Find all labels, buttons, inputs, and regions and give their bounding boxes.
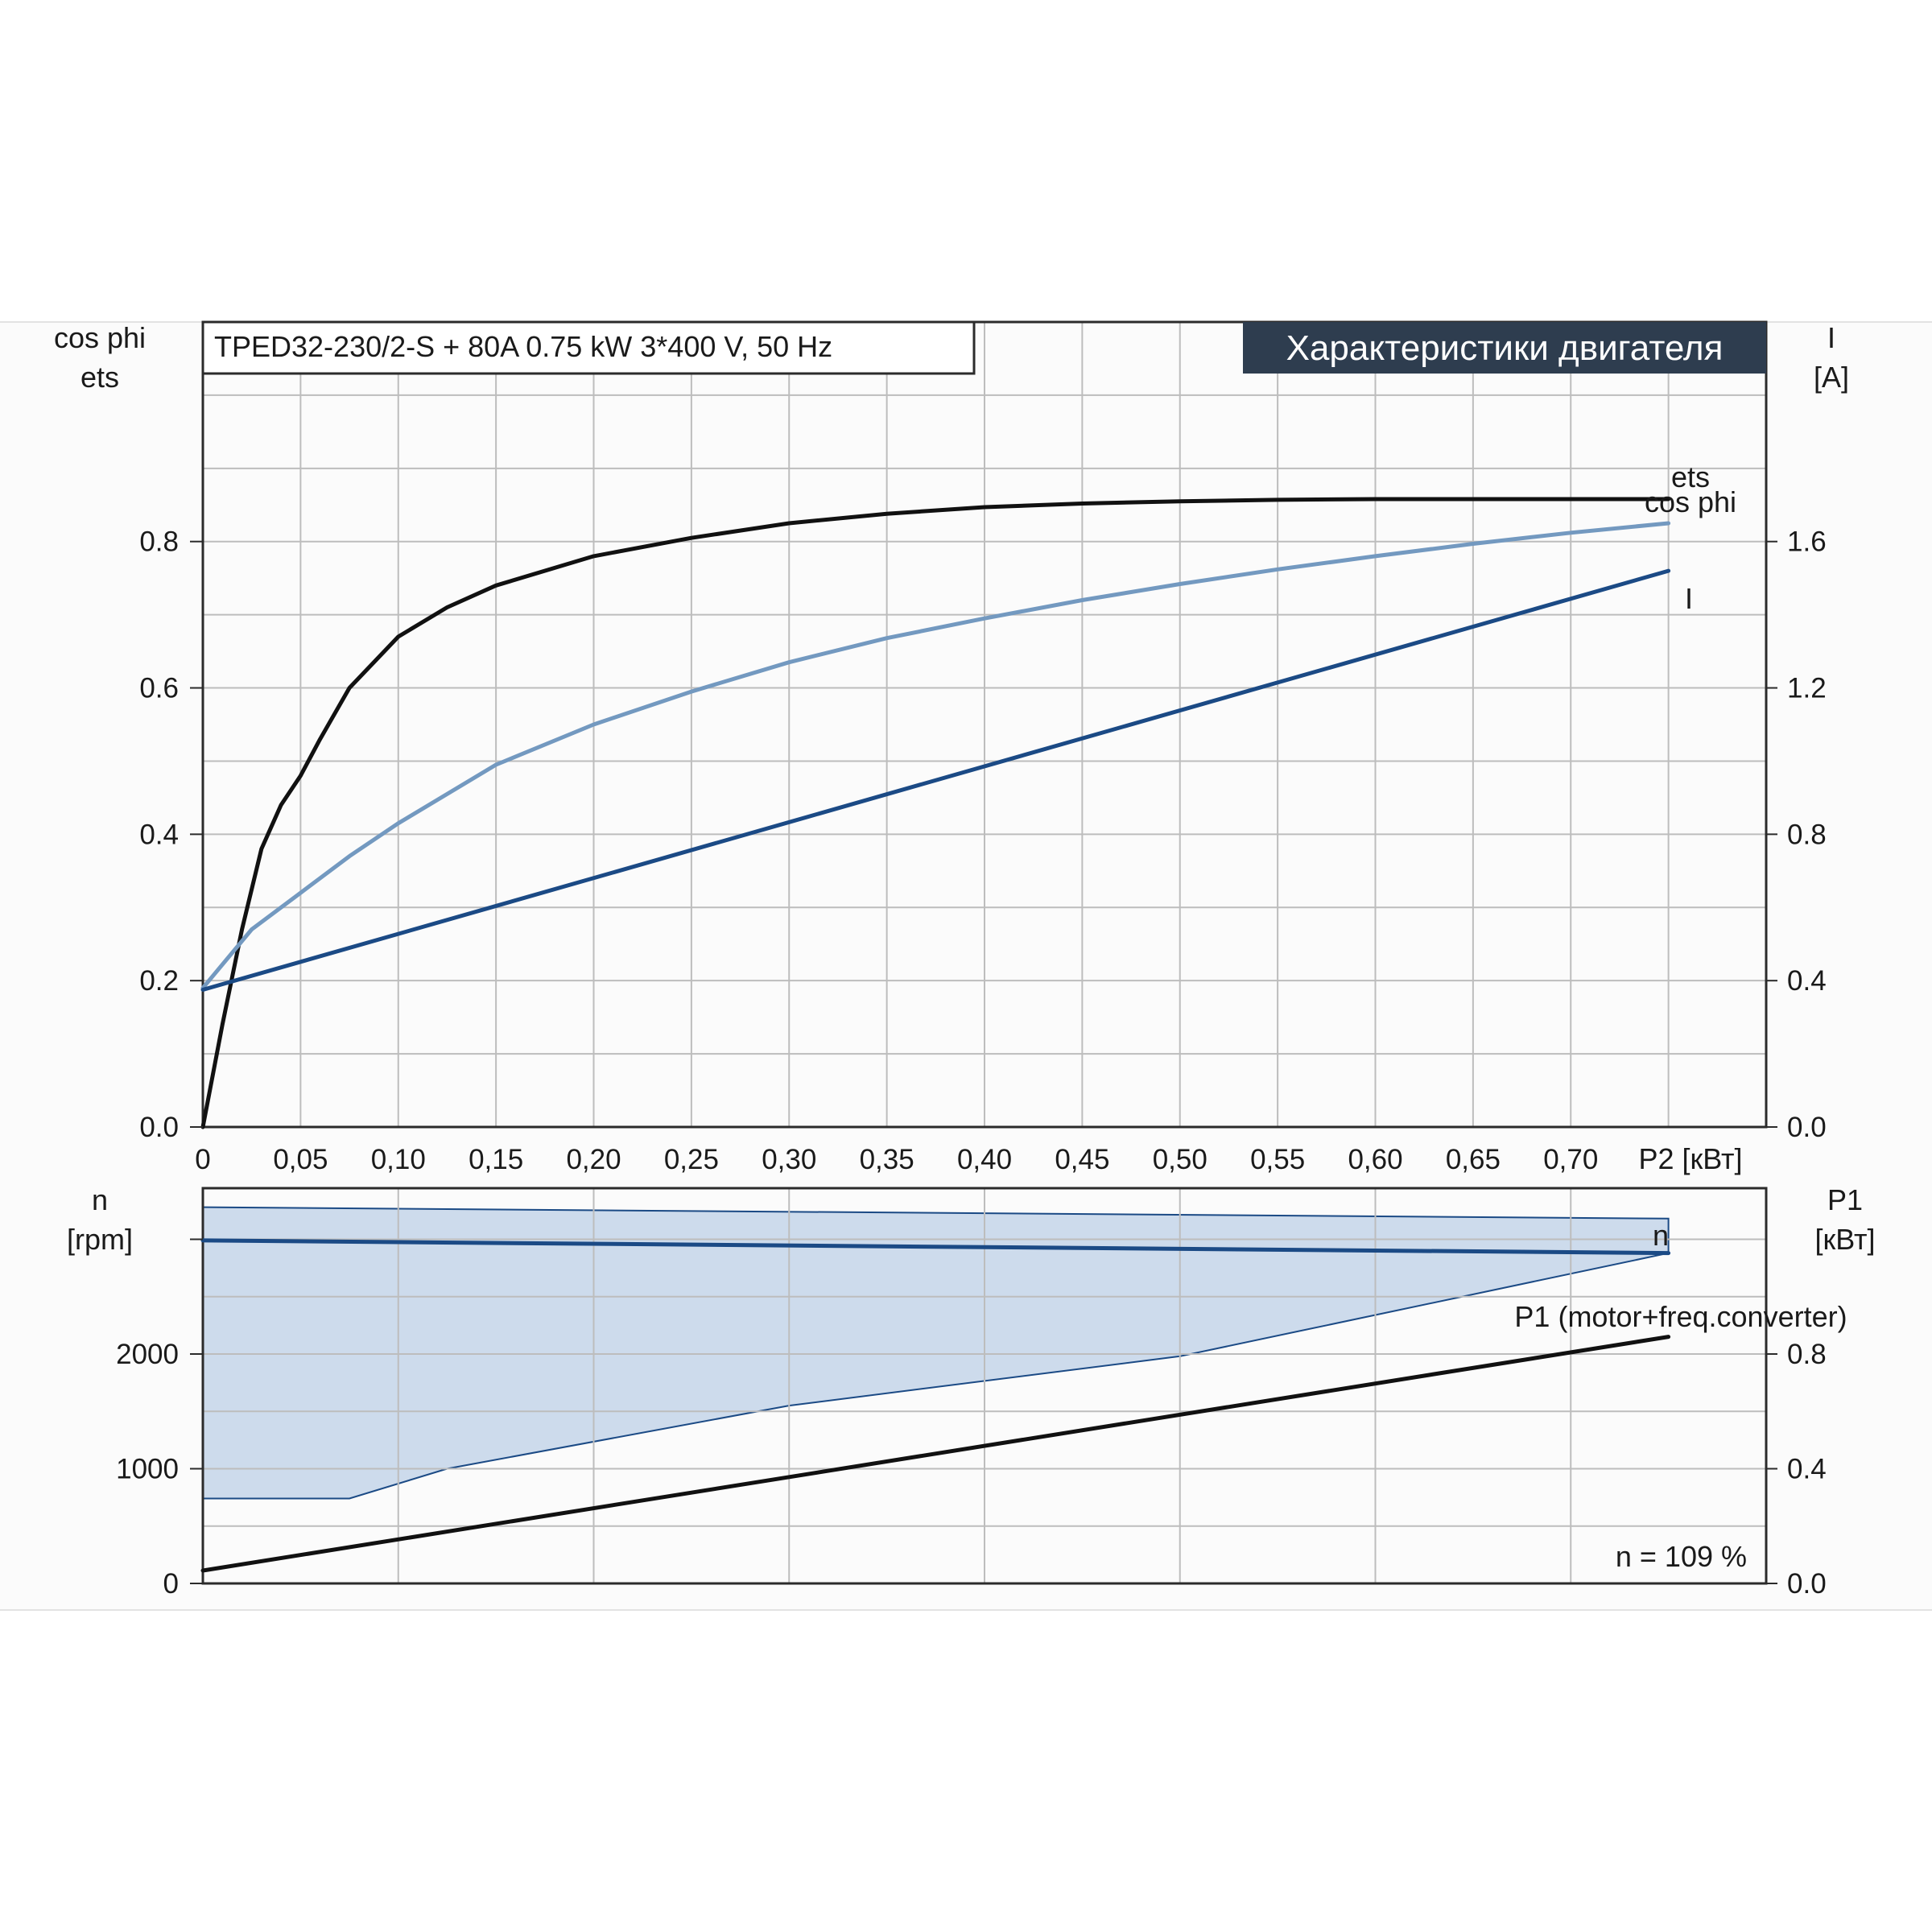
top-left-axis-label-2: ets — [80, 361, 119, 394]
x-tick-label: 0,15 — [469, 1144, 523, 1175]
x-tick-label: 0,20 — [566, 1144, 621, 1175]
bottom-grid — [203, 1188, 1766, 1583]
x-tick-label: 0,40 — [957, 1144, 1012, 1175]
top-left-y-tick-label: 0.6 — [139, 673, 179, 704]
top-left-y-tick-label: 0.2 — [139, 965, 179, 997]
top-left-y-tick-label: 0.8 — [139, 526, 179, 558]
current-series-label: I — [1685, 582, 1693, 615]
header-bar — [1243, 322, 1766, 374]
x-tick-label: 0,25 — [664, 1144, 719, 1175]
ets-series-label: ets — [1671, 460, 1710, 493]
bottom-left-axis-label-1: n — [92, 1183, 108, 1216]
x-tick-label: 0,10 — [371, 1144, 426, 1175]
top-right-y-tick-label: 0.0 — [1787, 1112, 1827, 1143]
top-left-y-tick-label: 0.0 — [139, 1112, 179, 1143]
speed-percentage-note: n = 109 % — [1616, 1540, 1747, 1573]
bottom-right-y-tick-label: 0.0 — [1787, 1568, 1827, 1600]
bottom-left-y-tick-label: 0 — [163, 1568, 179, 1600]
x-tick-label: 0,45 — [1055, 1144, 1109, 1175]
cos-phi-series-label: cos phi — [1645, 485, 1736, 518]
top-series-layer — [200, 497, 1671, 1129]
p1-series-label: P1 (motor+freq.converter) — [1514, 1300, 1847, 1333]
top-right-y-tick-label: 0.8 — [1787, 819, 1827, 850]
x-tick-label: 0,65 — [1446, 1144, 1501, 1175]
top-right-y-tick-label: 0.4 — [1787, 965, 1827, 997]
x-tick-label: 0,70 — [1543, 1144, 1598, 1175]
top-left-y-tick-label: 0.4 — [139, 819, 179, 850]
bottom-left-axis-label-2: [rpm] — [67, 1223, 133, 1256]
bottom-plot-frame — [201, 1187, 1768, 1585]
top-left-axis-label-1: cos phi — [54, 321, 146, 354]
x-tick-label: 0,55 — [1250, 1144, 1305, 1175]
p1-line — [200, 1335, 1671, 1573]
ets-line — [200, 497, 1671, 1129]
x-tick-label: 0,60 — [1348, 1144, 1402, 1175]
header-title: Характеристики двигателя — [1286, 328, 1724, 368]
bottom-left-y-tick-label: 1000 — [116, 1454, 179, 1485]
speed-series-label: n — [1653, 1219, 1669, 1252]
chart-title: TPED32-230/2-S + 80A 0.75 kW 3*400 V, 50… — [214, 330, 832, 363]
bottom-right-y-tick-label: 0.4 — [1787, 1454, 1827, 1485]
top-right-axis-label-2: [A] — [1814, 361, 1849, 394]
bottom-left-y-tick-label: 2000 — [116, 1339, 179, 1370]
title-box — [201, 320, 976, 375]
top-right-y-tick-label: 1.2 — [1787, 673, 1827, 704]
x-tick-label: 0,35 — [860, 1144, 914, 1175]
cos-phi-line — [200, 521, 1671, 990]
bottom-right-y-tick-label: 0.8 — [1787, 1339, 1827, 1370]
x-axis-label: P2 [кВт] — [1638, 1142, 1742, 1175]
bottom-series-layer — [200, 1238, 1671, 1573]
x-tick-label: 0,30 — [762, 1144, 816, 1175]
x-tick-label: 0,50 — [1153, 1144, 1208, 1175]
x-tick-label: 0 — [195, 1144, 210, 1175]
top-right-axis-label-1: I — [1827, 321, 1835, 354]
top-right-y-tick-label: 1.6 — [1787, 526, 1827, 558]
bottom-right-axis-label-2: [кВт] — [1814, 1223, 1875, 1256]
x-tick-label: 0,05 — [273, 1144, 328, 1175]
top-plot-frame — [201, 320, 1768, 1129]
speed-line — [200, 1238, 1671, 1256]
current-line — [200, 568, 1671, 992]
tick-label-layer: 0 0,05 0,10 0,15 0,20 0,25 0,30 0,35 0,40 0,45 0,5… — [116, 526, 1827, 1600]
bottom-right-axis-label-1: P1 — [1827, 1183, 1863, 1216]
